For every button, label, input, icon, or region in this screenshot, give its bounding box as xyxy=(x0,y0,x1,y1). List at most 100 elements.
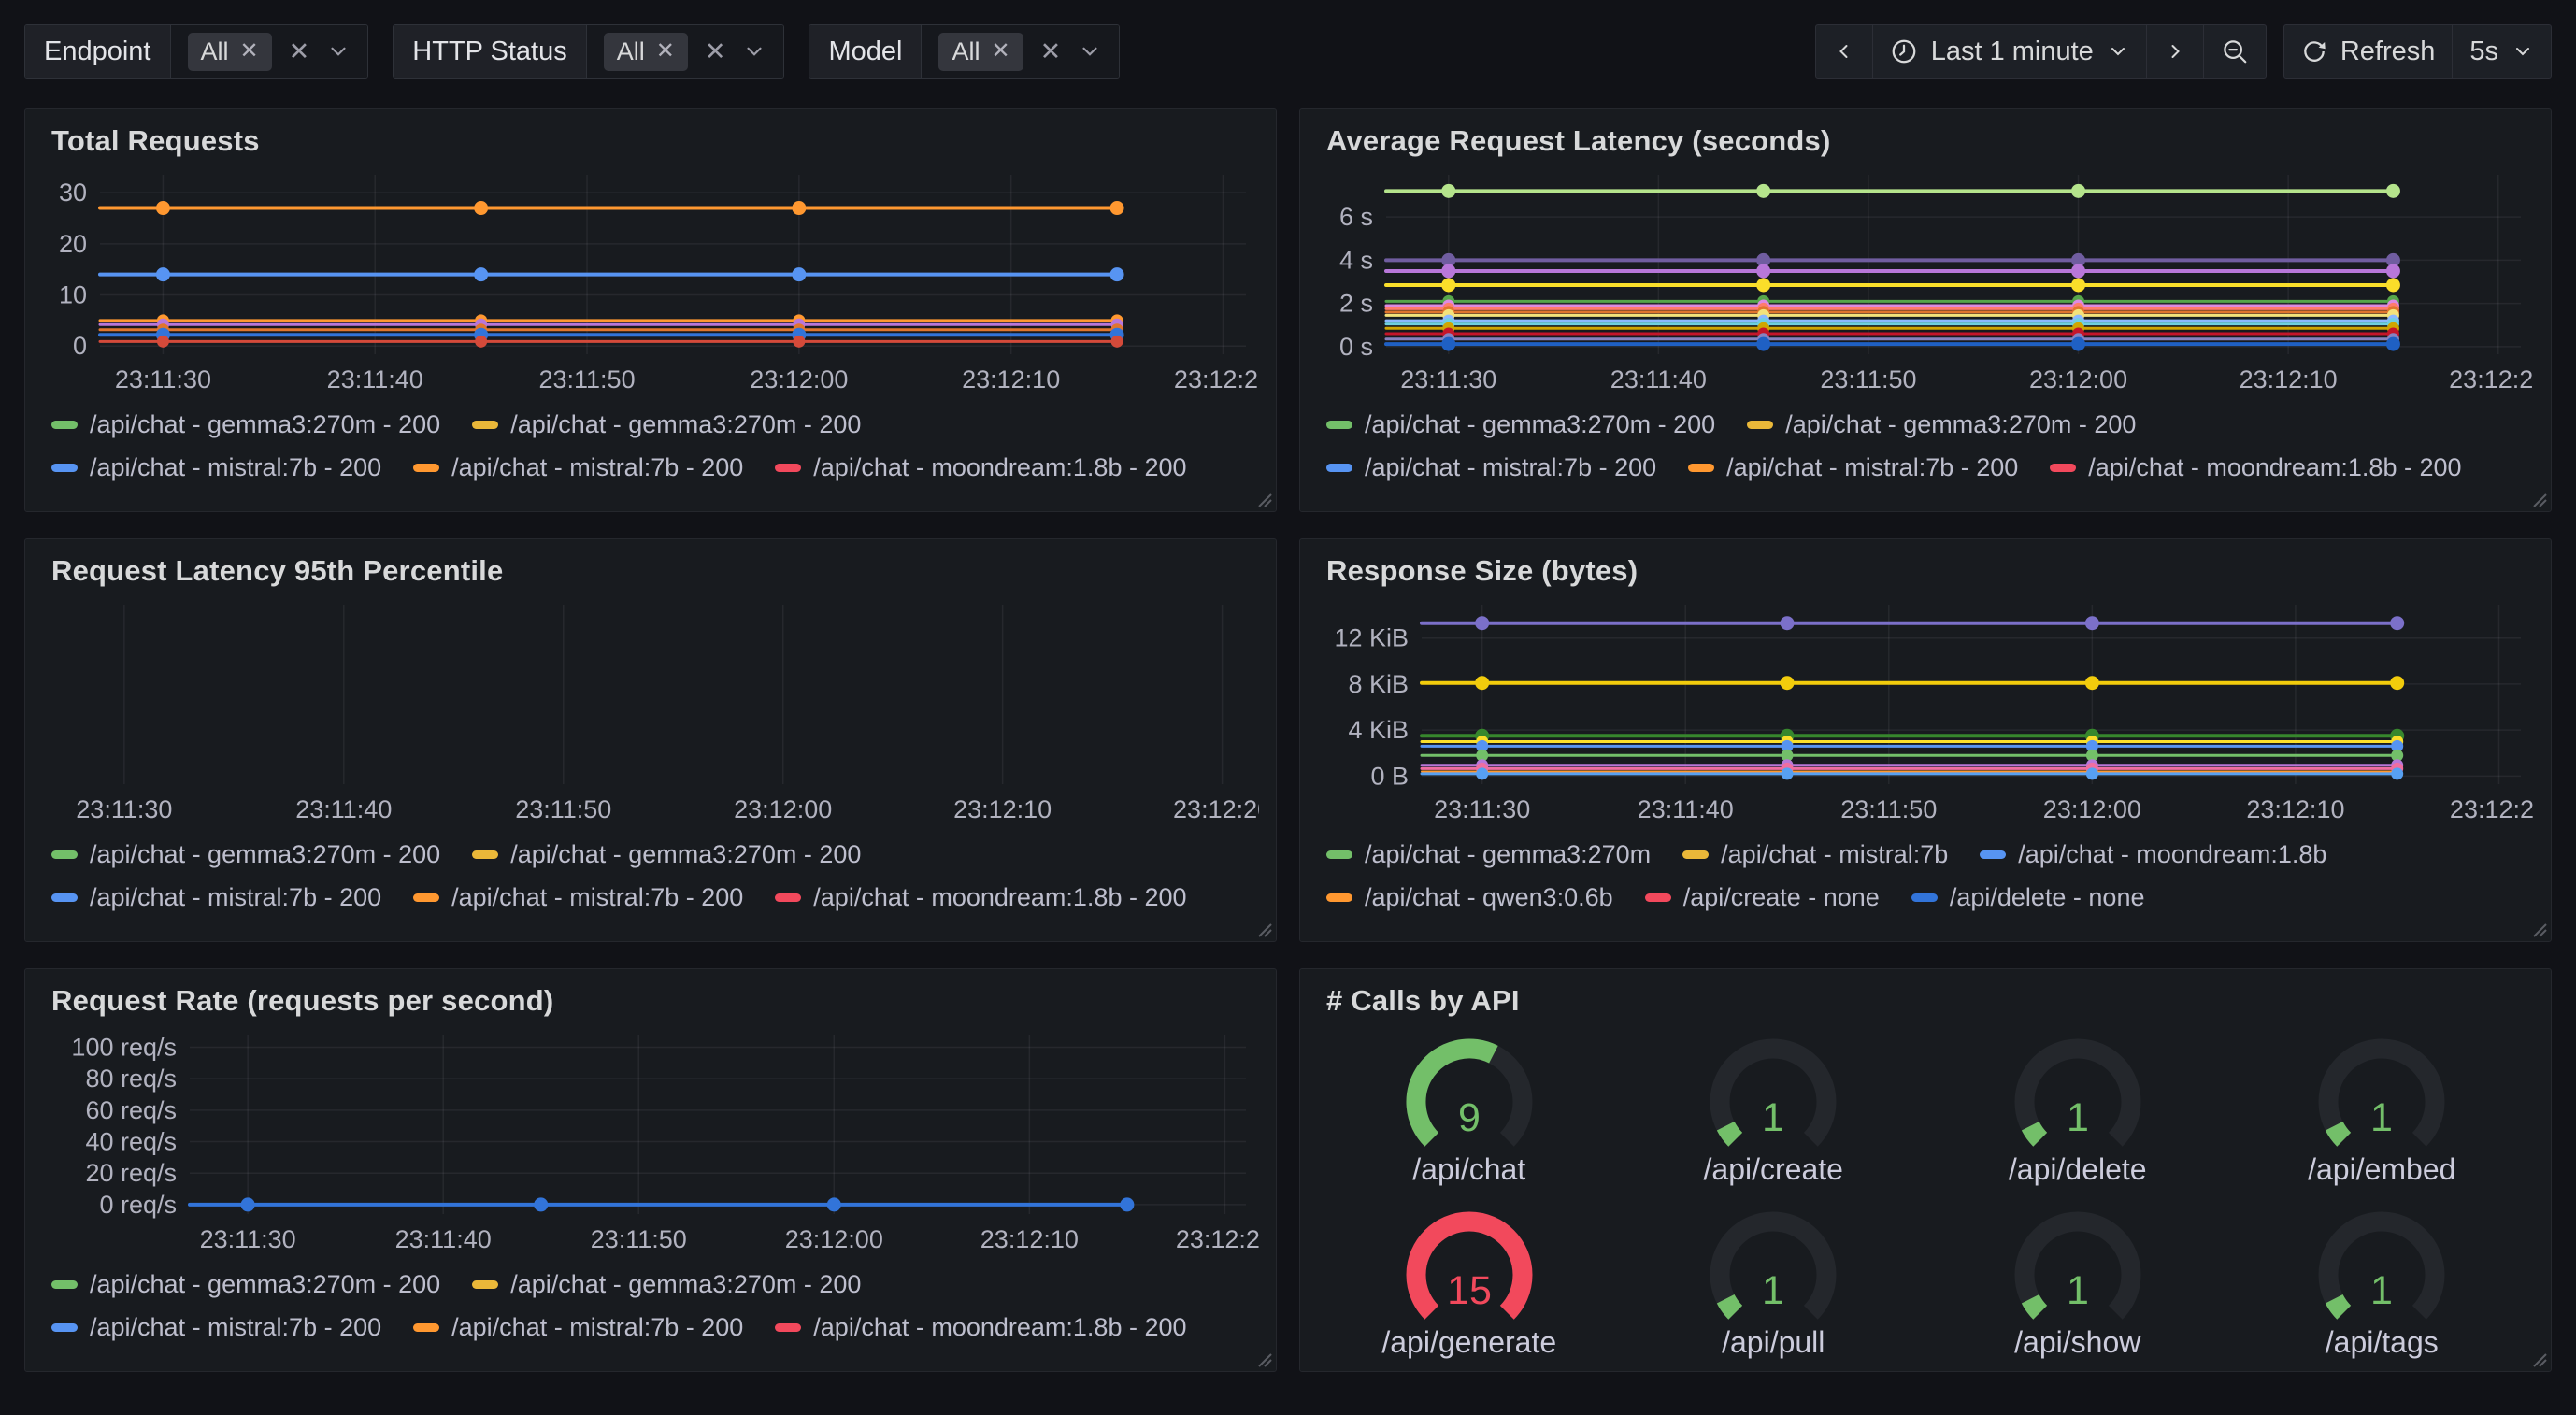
legend-item[interactable]: /api/chat - gemma3:270m - 200 xyxy=(51,410,440,439)
svg-text:23:12:00: 23:12:00 xyxy=(750,365,848,392)
chevron-right-icon xyxy=(2171,45,2180,58)
legend-series-marker xyxy=(413,893,440,902)
legend-series-marker xyxy=(1326,463,1352,472)
legend-series-label: /api/delete - none xyxy=(1949,882,2145,911)
legend-series-label: /api/chat - moondream:1.8b - 200 xyxy=(813,882,1187,911)
legend-item[interactable]: /api/chat - mistral:7b - 200 xyxy=(51,883,381,912)
filter-http-status-select[interactable]: All ✕ ✕ xyxy=(586,25,784,78)
svg-text:0: 0 xyxy=(73,332,87,360)
chart-legend: /api/chat - gemma3:270m/api/chat - mistr… xyxy=(1326,833,2534,919)
chart-legend: /api/chat - gemma3:270m - 200/api/chat -… xyxy=(51,403,1259,489)
time-range-picker-button[interactable]: Last 1 minute xyxy=(1871,24,2147,79)
legend-series-marker xyxy=(1688,463,1715,472)
legend-item[interactable]: /api/chat - moondream:1.8b - 200 xyxy=(775,453,1187,482)
filter-http-status: HTTP Status All ✕ ✕ xyxy=(393,24,785,79)
legend-item[interactable]: /api/chat - gemma3:270m - 200 xyxy=(51,840,440,869)
legend-series-marker xyxy=(413,1322,440,1332)
chevron-down-icon[interactable] xyxy=(1078,39,1102,64)
zoom-out-button[interactable] xyxy=(2202,24,2267,79)
panel-resize-handle[interactable] xyxy=(2531,1351,2548,1368)
legend-series-label: /api/chat - mistral:7b - 200 xyxy=(90,1312,382,1341)
svg-text:23:12:00: 23:12:00 xyxy=(2029,365,2127,392)
svg-text:20: 20 xyxy=(59,230,87,258)
svg-text:23:12:10: 23:12:10 xyxy=(980,1225,1079,1251)
legend-series-marker xyxy=(51,463,78,472)
selected-value-chip[interactable]: All ✕ xyxy=(938,32,1023,71)
legend-item[interactable]: /api/chat - gemma3:270m - 200 xyxy=(472,1270,861,1299)
refresh-button[interactable]: Refresh xyxy=(2283,24,2454,79)
legend-item[interactable]: /api/chat - moondream:1.8b xyxy=(1980,840,2326,869)
gauge-/api/delete: 1/api/delete xyxy=(1925,1027,2230,1187)
panel-resize-handle[interactable] xyxy=(2531,922,2548,938)
legend-series-label: /api/chat - qwen3:0.6b xyxy=(1365,882,1613,911)
legend-item[interactable]: /api/chat - moondream:1.8b - 200 xyxy=(775,1313,1187,1342)
legend-item[interactable]: /api/chat - mistral:7b - 200 xyxy=(1688,453,2018,482)
legend-item[interactable]: /api/chat - qwen3:0.6b xyxy=(1326,883,1613,912)
legend-series-marker xyxy=(51,893,78,902)
panel-resize-handle[interactable] xyxy=(1256,492,1273,508)
time-shift-forward-button[interactable] xyxy=(2145,24,2204,79)
legend-item[interactable]: /api/chat - mistral:7b - 200 xyxy=(51,1313,381,1342)
legend-row: /api/chat - gemma3:270m - 200/api/chat -… xyxy=(51,403,1259,446)
legend-item[interactable]: /api/chat - gemma3:270m - 200 xyxy=(1326,410,1715,439)
gauge-arc: 1 xyxy=(2014,1038,2141,1147)
remove-value-icon[interactable]: ✕ xyxy=(239,38,259,64)
filter-endpoint-select[interactable]: All ✕ ✕ xyxy=(170,25,368,78)
gauge-arc: 1 xyxy=(2014,1211,2141,1320)
legend-series-label: /api/chat - mistral:7b - 200 xyxy=(1726,452,2019,481)
legend-row: /api/chat - mistral:7b - 200/api/chat - … xyxy=(1326,446,2534,489)
gauge-arc: 15 xyxy=(1406,1211,1533,1320)
panel-resize-handle[interactable] xyxy=(1256,1351,1273,1368)
remove-value-icon[interactable]: ✕ xyxy=(655,38,675,64)
panel-resize-handle[interactable] xyxy=(1256,922,1273,938)
gauge-value: 1 xyxy=(2067,1095,2089,1140)
svg-text:10: 10 xyxy=(59,281,87,309)
gauge-label: /api/embed xyxy=(2308,1152,2456,1186)
legend-item[interactable]: /api/chat - mistral:7b xyxy=(1682,840,1948,869)
legend-item[interactable]: /api/chat - gemma3:270m - 200 xyxy=(1747,410,2136,439)
svg-text:23:11:50: 23:11:50 xyxy=(591,1225,687,1251)
legend-item[interactable]: /api/chat - gemma3:270m - 200 xyxy=(51,1270,440,1299)
selected-value-chip[interactable]: All ✕ xyxy=(187,32,272,71)
chevron-down-icon[interactable] xyxy=(326,39,351,64)
time-shift-back-button[interactable] xyxy=(1814,24,1873,79)
remove-value-icon[interactable]: ✕ xyxy=(991,38,1010,64)
legend-item[interactable]: /api/chat - gemma3:270m xyxy=(1326,840,1651,869)
panel-response-size: Response Size (bytes) 23:11:30 23:11:40 23… xyxy=(1299,538,2552,942)
chip-text: All xyxy=(952,36,980,65)
chart-legend: /api/chat - gemma3:270m - 200/api/chat -… xyxy=(1326,403,2534,489)
clear-selection-icon[interactable]: ✕ xyxy=(1039,36,1062,65)
panel-resize-handle[interactable] xyxy=(2531,492,2548,508)
legend-item[interactable]: /api/delete - none xyxy=(1911,883,2145,912)
legend-item[interactable]: /api/chat - moondream:1.8b - 200 xyxy=(2050,453,2462,482)
legend-series-label: /api/chat - gemma3:270m xyxy=(1365,839,1652,868)
legend-series-label: /api/chat - mistral:7b - 200 xyxy=(451,452,744,481)
chart-request-rate: 23:11:30 23:11:40 23:11:50 23:12:00 23:12:10… xyxy=(42,1027,1259,1251)
legend-series-label: /api/chat - mistral:7b - 200 xyxy=(90,882,382,911)
legend-item[interactable]: /api/chat - mistral:7b - 200 xyxy=(413,883,743,912)
legend-item[interactable]: /api/chat - gemma3:270m - 200 xyxy=(472,410,861,439)
legend-series-marker xyxy=(472,1279,499,1289)
legend-series-label: /api/chat - gemma3:270m - 200 xyxy=(510,839,862,868)
legend-item[interactable]: /api/chat - mistral:7b - 200 xyxy=(51,453,381,482)
gauge-label: /api/chat xyxy=(1412,1152,1526,1186)
refresh-interval-dropdown[interactable]: 5s xyxy=(2452,24,2552,79)
legend-series-marker xyxy=(51,420,78,429)
panel-request-rate: Request Rate (requests per second) 23:11… xyxy=(24,968,1277,1372)
legend-item[interactable]: /api/chat - moondream:1.8b - 200 xyxy=(775,882,1187,912)
svg-text:23:11:50: 23:11:50 xyxy=(515,795,611,822)
chevron-down-icon[interactable] xyxy=(742,39,766,64)
selected-value-chip[interactable]: All ✕ xyxy=(603,32,688,71)
gauge-arc: 9 xyxy=(1406,1038,1533,1147)
filter-model-select[interactable]: All ✕ ✕ xyxy=(922,25,1120,78)
clear-selection-icon[interactable]: ✕ xyxy=(704,36,726,65)
clear-selection-icon[interactable]: ✕ xyxy=(288,36,310,65)
legend-item[interactable]: /api/chat - mistral:7b - 200 xyxy=(1326,453,1656,482)
legend-item[interactable]: /api/chat - mistral:7b - 200 xyxy=(413,453,743,482)
legend-item[interactable]: /api/chat - mistral:7b - 200 xyxy=(413,1313,743,1342)
panel-total-requests: Total Requests 23:11:30 23:11:40 23:11:50 2… xyxy=(24,108,1277,512)
legend-row: /api/chat - gemma3:270m - 200/api/chat -… xyxy=(1326,403,2534,446)
legend-item[interactable]: /api/create - none xyxy=(1644,883,1880,912)
legend-item[interactable]: /api/chat - gemma3:270m - 200 xyxy=(472,840,861,869)
gauge-/api/tags: 1/api/tags xyxy=(2230,1200,2535,1360)
